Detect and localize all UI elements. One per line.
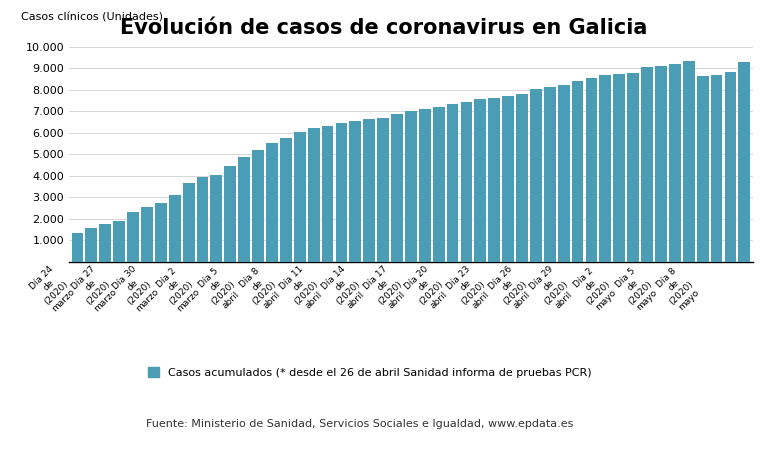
Bar xyxy=(141,207,153,262)
Bar xyxy=(252,150,264,262)
Bar xyxy=(85,228,98,262)
Bar xyxy=(113,221,125,262)
Bar xyxy=(197,177,208,262)
Bar xyxy=(183,183,194,262)
Bar xyxy=(544,87,556,262)
Bar xyxy=(210,175,222,262)
Text: Fuente: Ministerio de Sanidad, Servicios Sociales e Igualdad, www.epdata.es: Fuente: Ministerio de Sanidad, Servicios… xyxy=(146,419,573,429)
Bar xyxy=(516,94,528,262)
Bar xyxy=(127,212,139,262)
Bar xyxy=(683,61,694,262)
Bar xyxy=(99,224,111,262)
Bar xyxy=(336,123,347,262)
Bar xyxy=(169,195,180,262)
Bar xyxy=(391,115,403,262)
Bar xyxy=(238,157,250,262)
Bar xyxy=(294,132,306,262)
Bar xyxy=(710,75,723,262)
Text: Casos clínicos (Unidades): Casos clínicos (Unidades) xyxy=(22,13,164,23)
Bar xyxy=(724,72,737,262)
Bar xyxy=(641,67,653,262)
Bar xyxy=(405,111,417,262)
Bar xyxy=(71,233,84,262)
Bar xyxy=(530,89,541,262)
Bar xyxy=(571,81,584,262)
Bar xyxy=(669,64,680,262)
Bar xyxy=(224,166,237,262)
Bar xyxy=(600,75,611,262)
Bar xyxy=(155,202,167,262)
Bar xyxy=(280,138,292,262)
Bar xyxy=(697,76,709,262)
Bar xyxy=(627,73,639,262)
Bar xyxy=(447,104,458,262)
Bar xyxy=(461,101,472,262)
Bar xyxy=(432,107,445,262)
Bar xyxy=(488,98,500,262)
Bar xyxy=(419,109,431,262)
Bar xyxy=(655,66,667,262)
Bar xyxy=(585,78,598,262)
Bar xyxy=(322,126,333,262)
Bar xyxy=(349,121,361,262)
Bar xyxy=(614,74,625,262)
Bar xyxy=(377,118,389,262)
Bar xyxy=(558,86,570,262)
Bar xyxy=(738,62,750,262)
Bar xyxy=(266,143,278,262)
Bar xyxy=(502,96,514,262)
Bar xyxy=(308,129,319,262)
Text: Evolución de casos de coronavirus en Galicia: Evolución de casos de coronavirus en Gal… xyxy=(121,18,647,38)
Legend: Casos acumulados (* desde el 26 de abril Sanidad informa de pruebas PCR): Casos acumulados (* desde el 26 de abril… xyxy=(144,363,596,382)
Bar xyxy=(475,99,486,262)
Bar xyxy=(363,119,375,262)
